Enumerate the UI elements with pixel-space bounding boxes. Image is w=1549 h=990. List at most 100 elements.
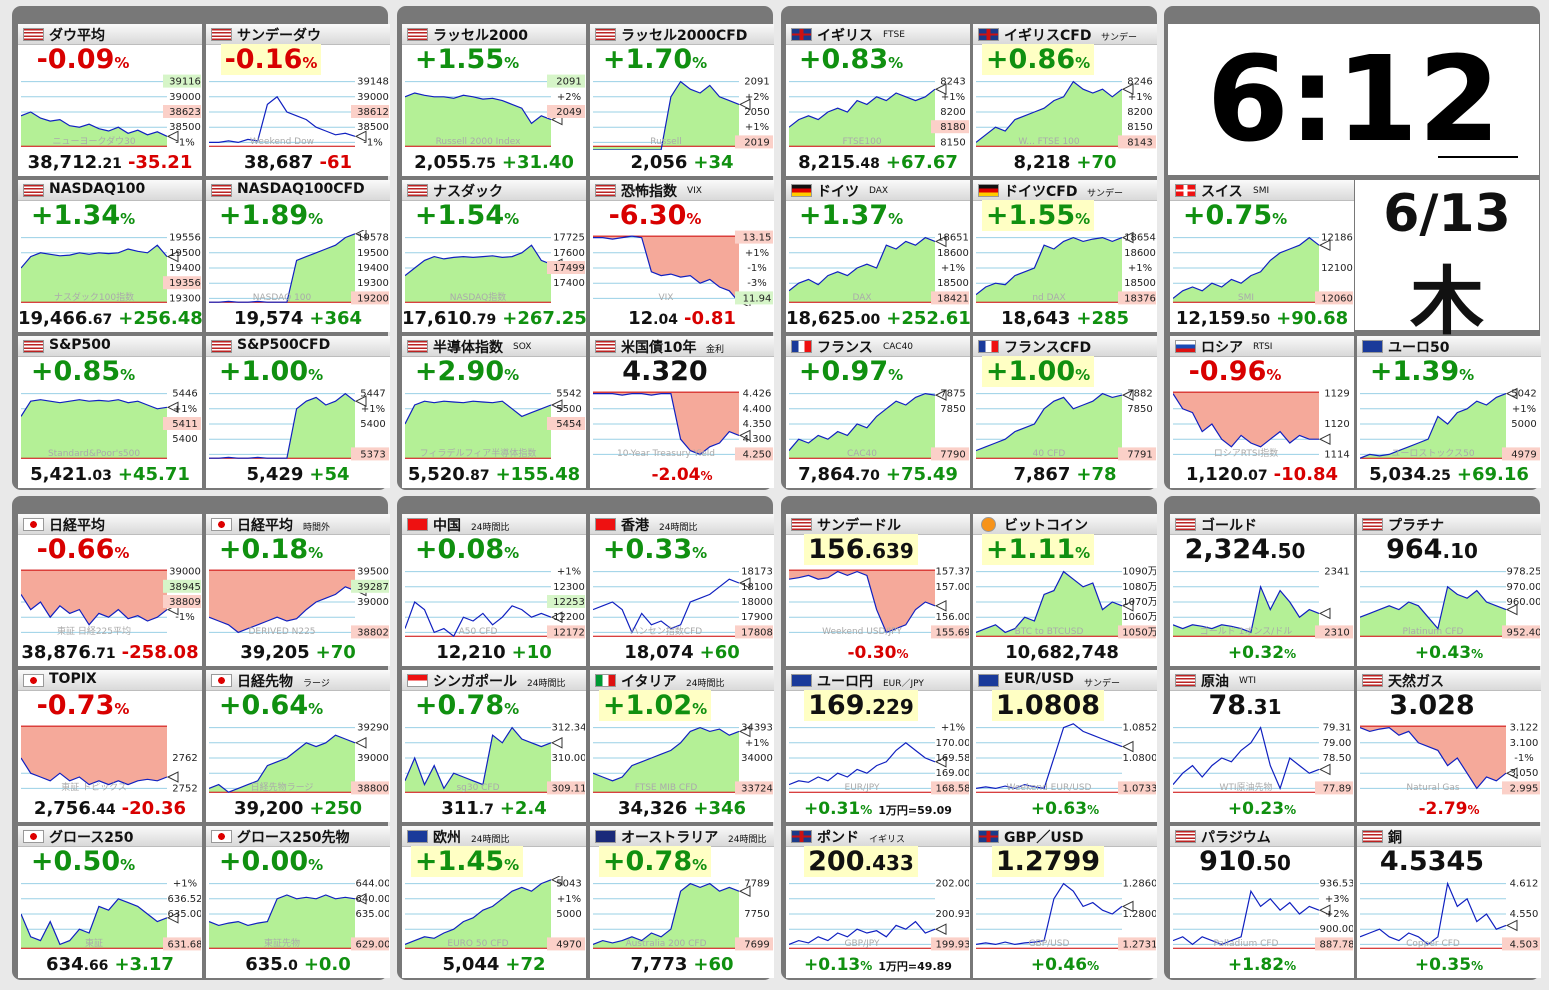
- price-chart: 東証 トピックス 2762 2752: [21, 725, 198, 794]
- price-footer: 12,210 +10: [402, 640, 586, 666]
- market-cell-nikkei_fut[interactable]: 日経先物 日経先物ラージ 39290 39000 38800 +0.64% 39,200 +2…: [206, 670, 390, 822]
- market-cell-rtsi[interactable]: ロシア ロシアRTSI指数 1129 1120 1114 -0.96% 1,120.07 -1…: [1170, 336, 1354, 488]
- market-cell-copper[interactable]: 銅 Copper CFD 4.612 4.550 4.503 4.5345 +0.35%: [1357, 826, 1541, 978]
- axis-label: 18500: [1124, 278, 1156, 289]
- market-cell-ftse[interactable]: イギリス FTSE100 8243 +1% 8200 8180 8150 +0.83% 8,21…: [786, 24, 970, 176]
- cell-name: 日経先物: [237, 674, 293, 690]
- price-line: [976, 570, 1123, 634]
- change-percent-number: +0.97: [798, 356, 889, 387]
- us-flag-icon: [595, 28, 616, 41]
- price-decimal: .87: [464, 468, 490, 484]
- price-chart: GBP/JPY 202.00 200.93 199.93: [789, 879, 969, 951]
- last-price-marker: [738, 98, 751, 111]
- us-flag-icon: [1362, 518, 1383, 531]
- market-cell-singapore[interactable]: シンガポール sg30 CFD 312.34 310.00 309.11 +0.78% 31…: [402, 670, 586, 822]
- market-cell-europe[interactable]: 欧州 EURO 50 CFD 5043 +1% 5000 4970 +1.45% 5,044 +…: [402, 826, 586, 978]
- axis-label: 38802: [357, 627, 389, 638]
- market-cell-topix[interactable]: TOPIX 東証 トピックス 2762 2752 -0.73% 2,756.44 -20.3…: [18, 670, 202, 822]
- market-cell-china[interactable]: 中国 A50 CFD +1% 12300 12253 12200 12172 +0.08% 12…: [402, 514, 586, 666]
- market-cell-growth250_fut[interactable]: グロース250先物 東証先物 644.00 640.00 635.00 629.00 +0.…: [206, 826, 390, 978]
- market-cell-euro50[interactable]: ユーロ50 ユーロストックス50 5042 +1% 5000 4979 +1.39% 5,03…: [1357, 336, 1541, 488]
- market-cell-dax_cfd[interactable]: ドイツCFD nd DAX 18654 18600 +1% 18500 18376 +1.55…: [973, 180, 1157, 332]
- price-value: 78.31: [1170, 690, 1320, 721]
- market-cell-nasdaq100_cfd[interactable]: NASDAQ100CFD NASDAQ 100 19578 19500 19400 193…: [206, 180, 390, 332]
- change-percent-value: -0.96%: [1189, 356, 1282, 387]
- axis-label: 2019: [744, 137, 769, 148]
- us-flag-icon: [1175, 518, 1196, 531]
- change-percent: +1.55%: [402, 44, 532, 75]
- axis-label: +1%: [941, 263, 965, 274]
- market-cell-nasdaq[interactable]: ナスダック NASDAQ指数 17725 17600 17499 17400 +1.54% 1…: [402, 180, 586, 332]
- change-percent-value: +0.78%: [415, 690, 519, 721]
- price-footer: 19,574 +364: [206, 306, 390, 332]
- last-price-marker: [1505, 767, 1518, 780]
- market-cell-crude[interactable]: 原油 WTI原油先物 79.31 79.00 78.50 77.89 78.31 +0.23%…: [1170, 670, 1354, 822]
- market-cell-nikkei[interactable]: 日経平均 東証 日経225平均 39000 38945 38809 -1% -0.66% 38…: [18, 514, 202, 666]
- market-cell-natgas[interactable]: 天然ガス Natural Gas 3.122 3.100 -1% 3.050 2.995 3.…: [1357, 670, 1541, 822]
- price-line: [405, 92, 552, 125]
- cell-header: パラジウム: [1170, 826, 1354, 847]
- market-cell-btc[interactable]: ビットコイン BTC to BTCUSD 1090万 1080万 1070万 1060万 1…: [973, 514, 1157, 666]
- market-cell-cac40_cfd[interactable]: フランスCFD 40 CFD 7882 7850 7791 +1.00% 7,867 +78: [973, 336, 1157, 488]
- last-price-marker: [166, 771, 179, 783]
- percent-unit: %: [114, 700, 130, 718]
- market-cell-ftse_cfd[interactable]: イギリスCFD W... FTSE 100 8246 +1% 8200 8150 8143 +…: [973, 24, 1157, 176]
- market-cell-nikkei_pts[interactable]: 日経平均 DERIVED N225 39500 39287 39000 38802 +0.1…: [206, 514, 390, 666]
- market-cell-dow_cfd[interactable]: サンデーダウ Weekend Dow 39148 39000 38612 38500 -1%…: [206, 24, 390, 176]
- axis-label: 18500: [937, 278, 969, 289]
- percent-unit: %: [1087, 959, 1100, 973]
- axis-label: -3%: [747, 278, 766, 289]
- market-cell-dow[interactable]: ダウ平均 ニューヨークダウ30 39116 39000 38623 38500 -1% -0.…: [18, 24, 202, 176]
- market-cell-dax[interactable]: ドイツ DAX 18651 18600 +1% 18500 18421 +1.37% 18,62…: [786, 180, 970, 332]
- price-change: +60: [699, 642, 740, 663]
- market-cell-gbpjpy[interactable]: ポンド GBP/JPY 202.00 200.93 199.93 200.433 +0.13…: [786, 826, 970, 978]
- market-cell-russell[interactable]: ラッセル2000 Russell 2000 Index 2091 +2% 2049 +1.…: [402, 24, 586, 176]
- change-percent-value: +2.90%: [415, 356, 519, 387]
- market-cell-italy[interactable]: イタリア FTSE MIB CFD 34393 +1% 34000 33724 +1.02%…: [590, 670, 774, 822]
- market-cell-gbpusd[interactable]: GBP／USD GBP/USD 1.2860 1.2800 1.2731 1.2799 +0…: [973, 826, 1157, 978]
- market-cell-eurusd[interactable]: EUR/USD Weekend EUR/USD 1.0852 1.0800 1.0733…: [973, 670, 1157, 822]
- price-decimal: .00: [855, 312, 881, 328]
- chart-area: [976, 81, 1122, 147]
- price-change: +364: [309, 308, 363, 329]
- market-cell-eurjpy[interactable]: ユーロ円 EUR/JPY +1% 170.00 169.58 169.00 168.58 16…: [786, 670, 970, 822]
- market-cell-australia[interactable]: オーストラリア Australia 200 CFD 7789 7750 7699 +0.7…: [590, 826, 774, 978]
- market-cell-hk[interactable]: 香港 ハンセン指数CFD 18173 18100 18000 17900 17808 +0.3…: [590, 514, 774, 666]
- market-cell-platinum[interactable]: プラチナ Platinum CFD 978.25 970.00 960.00 952.40…: [1357, 514, 1541, 666]
- market-cell-sox[interactable]: 半導体指数 フィラデルフィア半導体指数 5542 5500 5454 +2.90% 5,52…: [402, 336, 586, 488]
- price-chart: sg30 CFD 312.34 310.00 309.11: [405, 723, 585, 795]
- price-change: -258.08: [121, 642, 199, 663]
- market-cell-growth250[interactable]: グロース250 東証 +1% 636.52 635.00 631.68 +0.50% 634.…: [18, 826, 202, 978]
- market-cell-smi[interactable]: スイス SMI 12186 12100 12060 +0.75% 12,159.50 +90.…: [1170, 180, 1354, 332]
- last-price-marker: [934, 599, 947, 612]
- axis-label-bg: [1315, 291, 1353, 305]
- market-cell-nasdaq100[interactable]: NASDAQ100 ナスダック100指数 19556 19500 19400 19356 1…: [18, 180, 202, 332]
- axis-label-bg: [1118, 291, 1156, 305]
- change-percent: +1.02%: [590, 690, 720, 721]
- market-cell-usdjpy[interactable]: サンデードル Weekend USD/JPY 157.37 157.00 156.00 1…: [786, 514, 970, 666]
- last-price-marker: [934, 389, 947, 401]
- axis-label-bg: [931, 625, 969, 639]
- axis-label: 5411: [172, 419, 197, 430]
- market-cell-palladium[interactable]: パラジウム Palladium CFD 936.53 +3% +2% 900.00 887.…: [1170, 826, 1354, 978]
- market-cell-gold[interactable]: ゴールド ゴールド 1オンス/ドル 2341 2310 2,324.50 +0.32%: [1170, 514, 1354, 666]
- market-cell-sp500[interactable]: S&P500 Standard&Poor's500 5446 +1% 5411 5400 +…: [18, 336, 202, 488]
- axis-label: 157.00: [936, 582, 970, 593]
- chart-area: [21, 726, 167, 785]
- price-line: [405, 879, 552, 945]
- market-cell-vix[interactable]: 恐怖指数 VIX 13.15 +1% -1% -3% 11.94 -6.30% 12.04 -0.…: [590, 180, 774, 332]
- market-cell-us10y[interactable]: 米国債10年 10-Year Treasury Yield 4.426 4.400 4.…: [590, 336, 774, 488]
- uk-flag-icon: [791, 830, 812, 843]
- market-cell-sp500_cfd[interactable]: S&P500CFD 5447 +1% 5400 5373 +1.00% 5,429 +54: [206, 336, 390, 488]
- axis-label: 1050万: [1122, 627, 1156, 638]
- last-price-marker: [166, 130, 179, 143]
- change-percent-value: +1.54%: [415, 200, 519, 231]
- axis-label: 1114: [1324, 449, 1349, 460]
- market-cell-cac40[interactable]: フランス CAC40 7875 7850 7790 +0.97% 7,864.70 +75.4…: [786, 336, 970, 488]
- price-value: 169.229: [786, 690, 936, 721]
- axis-label-bg: [931, 447, 969, 461]
- cell-subtitle: サンデー: [1087, 189, 1124, 199]
- axis-label: 970.00: [1507, 582, 1541, 593]
- market-cell-russell_cfd[interactable]: ラッセル2000CFD Russell 2091 +2% 2050 +1% 2019 +1.7…: [590, 24, 774, 176]
- axis-label: 19300: [169, 293, 201, 304]
